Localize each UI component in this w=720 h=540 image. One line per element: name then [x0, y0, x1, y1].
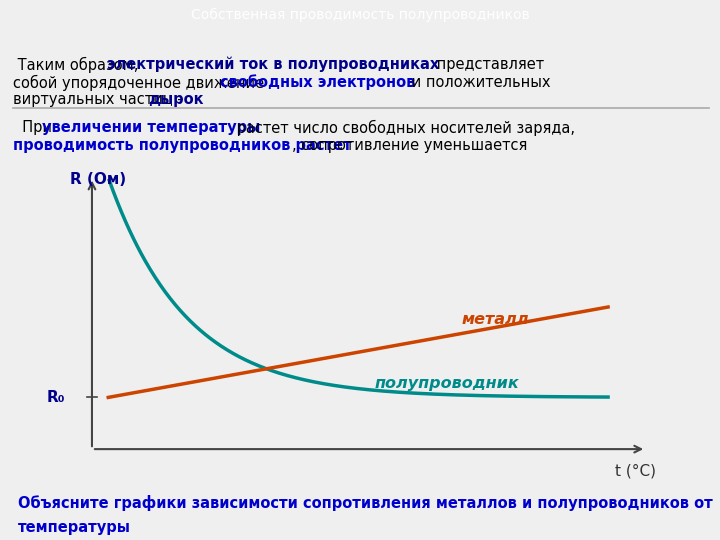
Text: увеличении температуры: увеличении температуры [42, 120, 260, 135]
Text: и положительных: и положительных [407, 75, 550, 90]
Text: металл: металл [462, 312, 529, 327]
Text: Собственная проводимость полупроводников: Собственная проводимость полупроводников [191, 8, 529, 22]
Text: температуры: температуры [18, 520, 131, 535]
Text: растет число свободных носителей заряда,: растет число свободных носителей заряда, [232, 120, 575, 136]
Text: полупроводник: полупроводник [374, 376, 519, 390]
Text: собой упорядоченное движение: собой упорядоченное движение [13, 75, 269, 91]
Text: представляет: представляет [432, 57, 544, 72]
Text: R (Ом): R (Ом) [71, 172, 126, 187]
Text: дырок: дырок [148, 92, 204, 107]
Text: R₀: R₀ [46, 390, 65, 405]
Text: t (°C): t (°C) [615, 463, 656, 478]
Text: проводимость полупроводников растет: проводимость полупроводников растет [13, 138, 351, 153]
Text: Объясните графики зависимости сопротивления металлов и полупроводников от: Объясните графики зависимости сопротивле… [18, 495, 713, 511]
Text: При: При [13, 120, 57, 135]
Text: свободных электронов: свободных электронов [220, 75, 415, 90]
Text: виртуальных частиц -: виртуальных частиц - [13, 92, 187, 107]
Text: , сопротивление уменьшается: , сопротивление уменьшается [292, 138, 528, 153]
Text: Таким образом,: Таким образом, [13, 57, 143, 73]
Text: электрический ток в полупроводниках: электрический ток в полупроводниках [107, 57, 438, 72]
